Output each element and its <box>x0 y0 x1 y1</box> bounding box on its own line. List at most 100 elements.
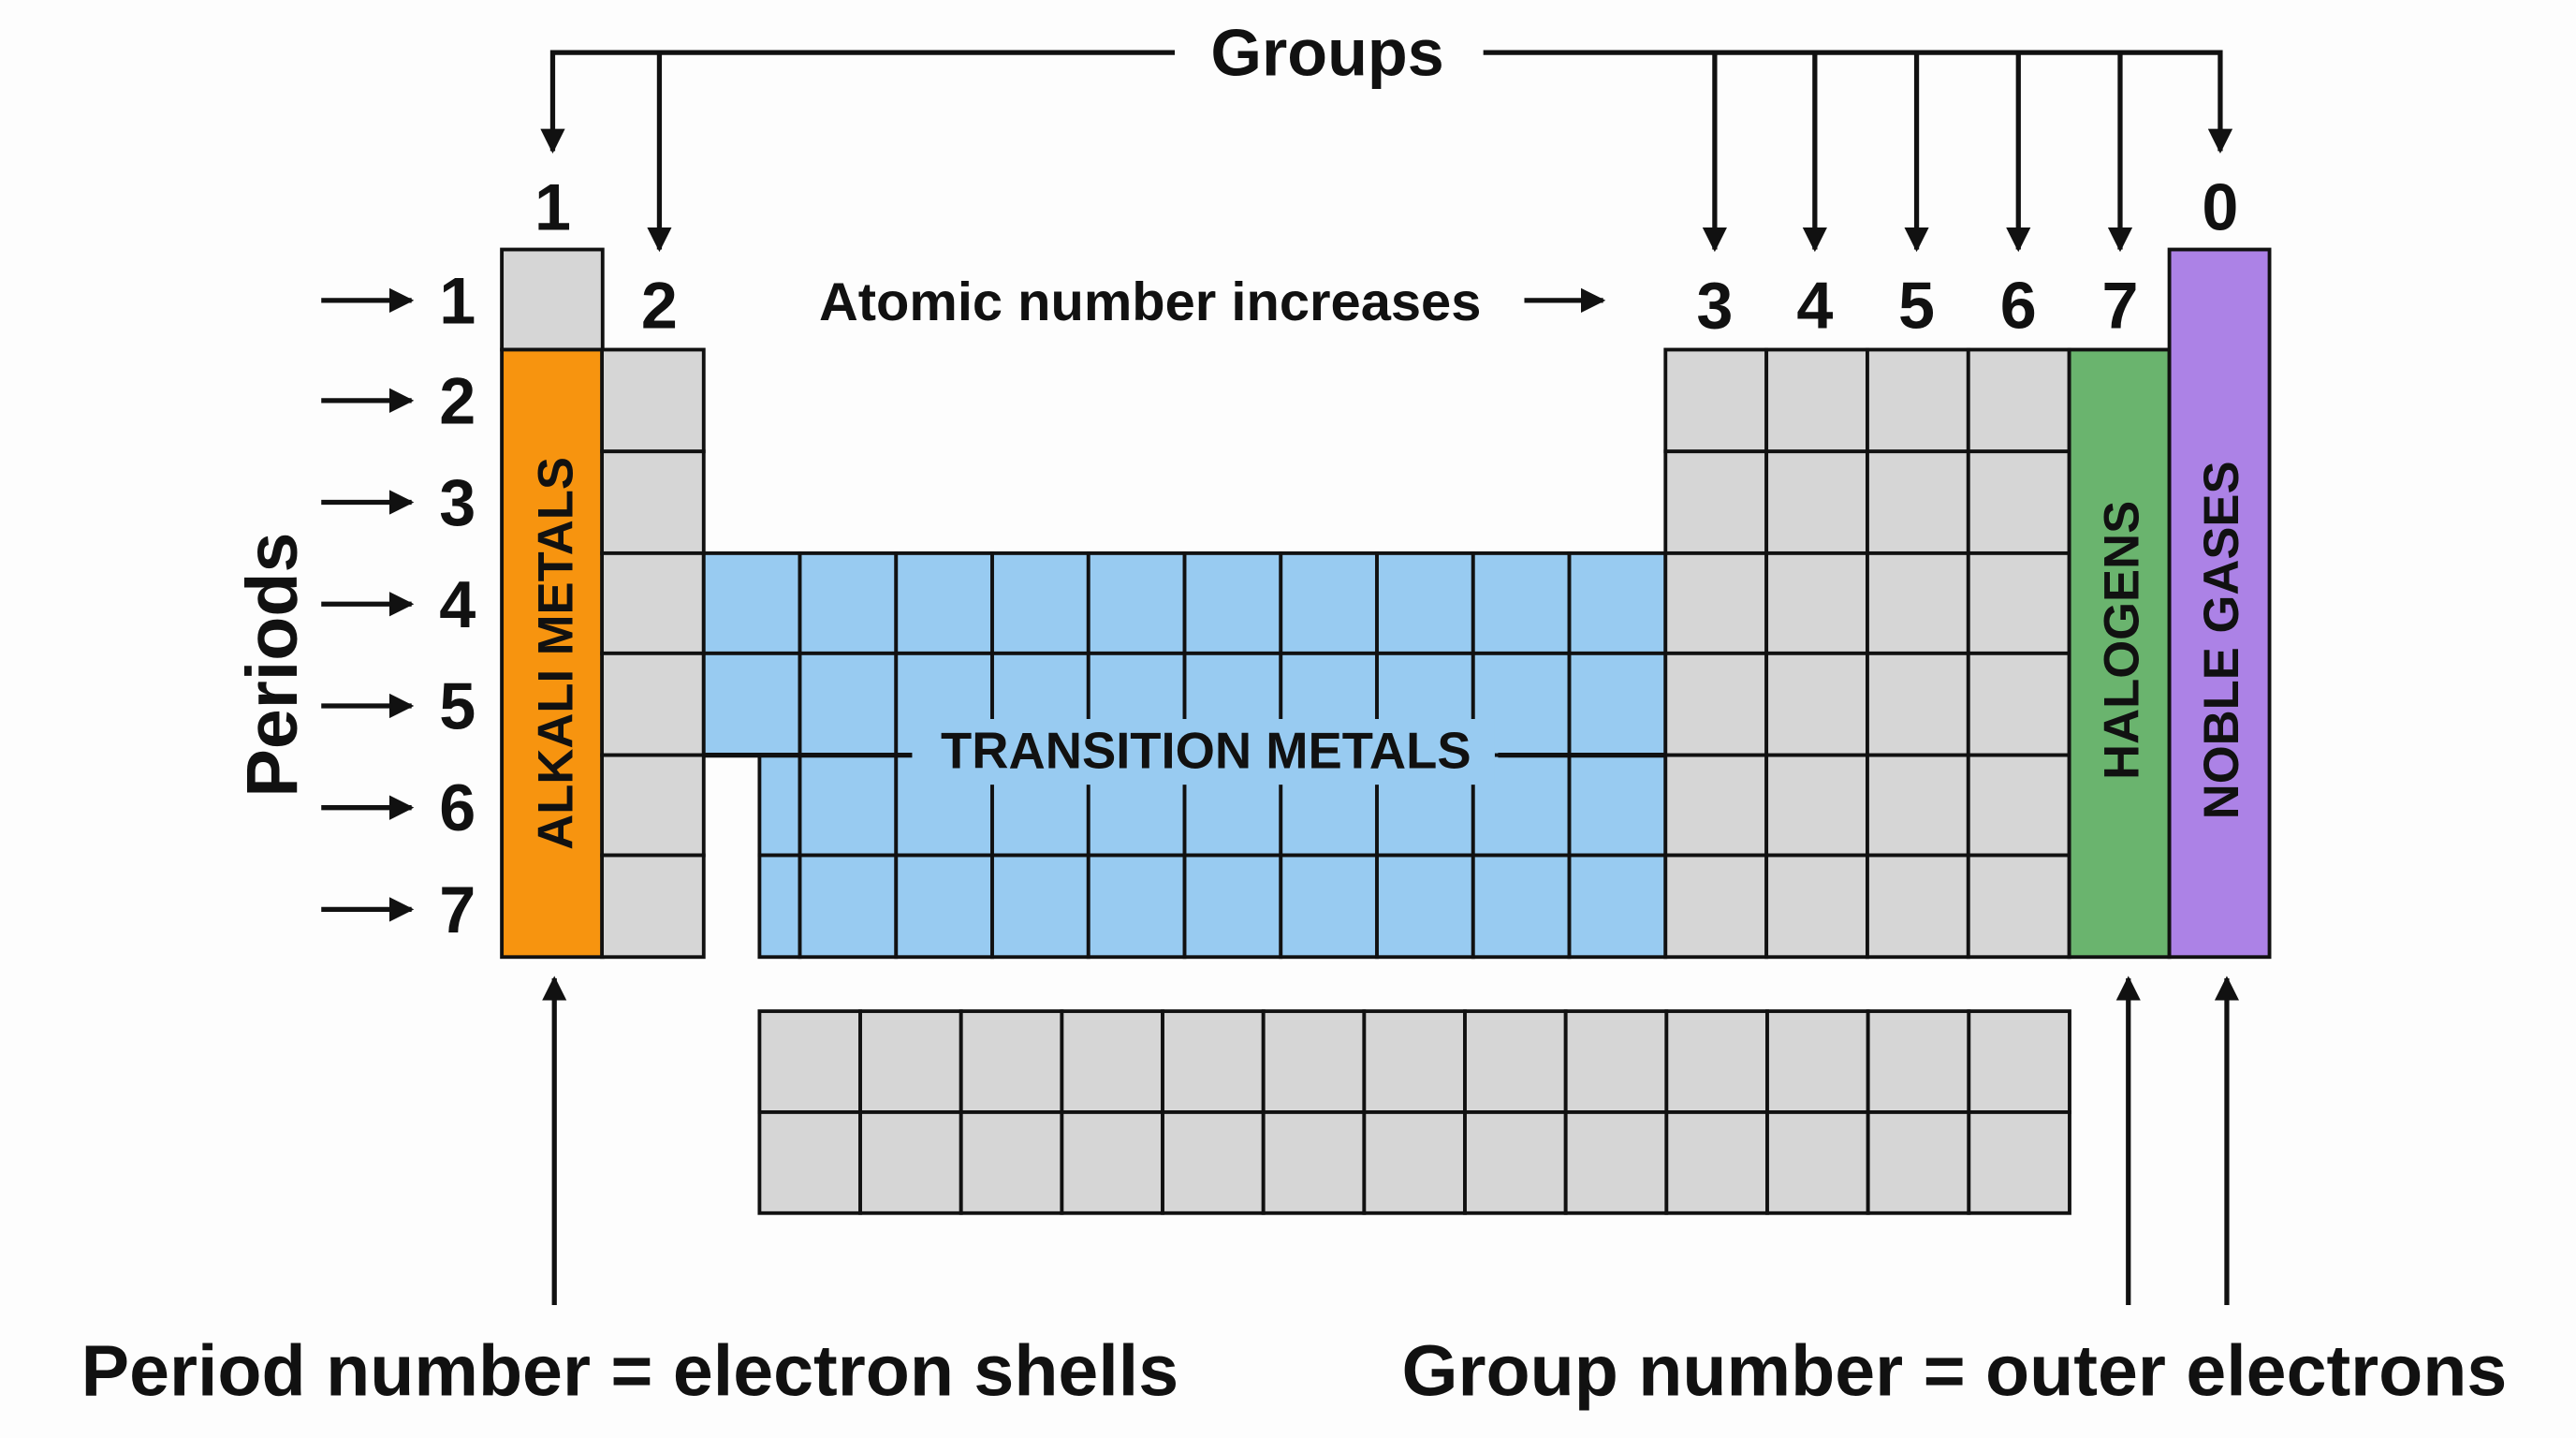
p-block-cell <box>1764 853 1869 960</box>
periods-label: Periods <box>232 533 313 798</box>
f-block-cell <box>1060 1110 1164 1215</box>
p-block-cell <box>1663 550 1769 655</box>
f-block-cell <box>757 1110 862 1215</box>
transition-metal-cell <box>1567 853 1668 960</box>
p-block-cell <box>1866 853 1970 960</box>
p-block-cell <box>1663 853 1769 960</box>
p-block-cell <box>1663 753 1769 858</box>
transition-metal-cell <box>757 853 802 960</box>
group-number-6: 6 <box>2000 270 2037 343</box>
transition-metal-cell <box>1567 550 1668 655</box>
alkali-metals-block <box>500 347 605 960</box>
p-block-cell <box>1663 651 1769 757</box>
transition-metal-cell <box>1471 853 1572 960</box>
f-block-cell <box>1967 1110 2071 1215</box>
transition-metal-cell <box>894 550 994 655</box>
period-number-2: 2 <box>439 364 476 437</box>
p-block-cell <box>1966 449 2071 555</box>
f-block-cell <box>1967 1009 2071 1114</box>
period-number-7: 7 <box>439 873 476 946</box>
transition-metal-cell <box>798 550 899 655</box>
transition-metal-cell <box>798 853 899 960</box>
halogens-label: HALOGENS <box>2094 501 2149 780</box>
transition-metal-cell <box>1086 550 1187 655</box>
p-block-cell <box>1966 550 2071 655</box>
f-block-cell <box>1463 1110 1568 1215</box>
group2-cell <box>600 449 706 555</box>
f-block-cell <box>1362 1009 1467 1114</box>
p-block-cell <box>1866 651 1970 757</box>
groups-title: Groups <box>1210 17 1443 90</box>
footer-period-rule: Period number = electron shells <box>81 1330 1178 1411</box>
transition-metal-cell <box>1182 853 1283 960</box>
f-block-cell <box>1161 1009 1266 1114</box>
period-number-5: 5 <box>439 670 476 743</box>
p-block-cell <box>1663 449 1769 555</box>
group2-cell <box>600 347 706 454</box>
p-block-cell <box>1866 347 1970 454</box>
atomic-number-note: Atomic number increases <box>819 272 1481 332</box>
transition-metal-cell <box>990 853 1090 960</box>
f-block-cell <box>1866 1009 1971 1114</box>
halogens-block <box>2067 347 2172 960</box>
alkali-metals-label: ALKALI METALS <box>529 457 584 850</box>
group-number-5: 5 <box>1898 270 1935 343</box>
f-block-cell <box>1261 1110 1367 1215</box>
noble-gases-label: NOBLE GASES <box>2194 461 2249 819</box>
transition-metal-cell <box>798 651 899 757</box>
group-number-7: 7 <box>2101 270 2138 343</box>
p-block-cell <box>1966 853 2071 960</box>
footer-group-rule: Group number = outer electrons <box>1401 1330 2507 1411</box>
p-block-cell <box>1663 347 1769 454</box>
f-block-cell <box>1161 1110 1266 1215</box>
transition-metal-cell <box>701 550 802 655</box>
p-block-cell <box>1764 651 1869 757</box>
group-number-3: 3 <box>1696 270 1733 343</box>
group2-cell <box>600 853 706 960</box>
p-block-cell <box>1764 347 1869 454</box>
transition-metal-cell <box>1182 550 1283 655</box>
f-block-cell <box>1765 1110 1870 1215</box>
p-block-cell <box>1966 347 2071 454</box>
arrows <box>321 50 2240 1305</box>
group-number-4: 4 <box>1796 270 1833 343</box>
p-block-cell <box>1764 753 1869 858</box>
f-block-cell <box>858 1009 963 1114</box>
f-block-cell <box>757 1009 862 1114</box>
f-block-cell <box>1866 1110 1971 1215</box>
f-block-cell <box>1060 1009 1164 1114</box>
transition-metal-cell <box>757 753 802 858</box>
group-number-1: 1 <box>534 170 571 243</box>
f-block-cell <box>858 1110 963 1215</box>
period-number-3: 3 <box>439 466 476 539</box>
transition-metal-cell <box>1375 853 1475 960</box>
transition-metal-cell <box>894 853 994 960</box>
group2-cell <box>600 651 706 757</box>
groups-arrow-1 <box>540 50 1176 154</box>
f-block-cell <box>959 1110 1064 1215</box>
p-block-cell <box>1764 550 1869 655</box>
group2-cell <box>600 550 706 655</box>
p-block-cell <box>1866 753 1970 858</box>
f-block-cell <box>1463 1009 1568 1114</box>
transition-metal-cell <box>1279 853 1379 960</box>
f-block-cell <box>1563 1110 1669 1215</box>
p-block-cell <box>1866 449 1970 555</box>
p-block-cell <box>1966 753 2071 858</box>
transition-metal-cell <box>1279 550 1379 655</box>
transition-label-bg <box>912 719 1495 785</box>
hydrogen-cell <box>500 247 605 352</box>
transition-metal-cell <box>1471 550 1572 655</box>
period-number-4: 4 <box>439 568 476 641</box>
noble-gases-block <box>2167 247 2272 960</box>
transition-metal-cell <box>798 753 899 858</box>
transition-metal-cell <box>1567 651 1668 757</box>
f-block-cell <box>959 1009 1064 1114</box>
transition-metal-cell <box>1375 550 1475 655</box>
group2-cell <box>600 753 706 858</box>
f-block-cell <box>1664 1009 1769 1114</box>
transition-metals-label: TRANSITION METALS <box>941 723 1471 780</box>
transition-metal-cell <box>1567 753 1668 858</box>
groups-arrow-0 <box>1483 50 2233 154</box>
